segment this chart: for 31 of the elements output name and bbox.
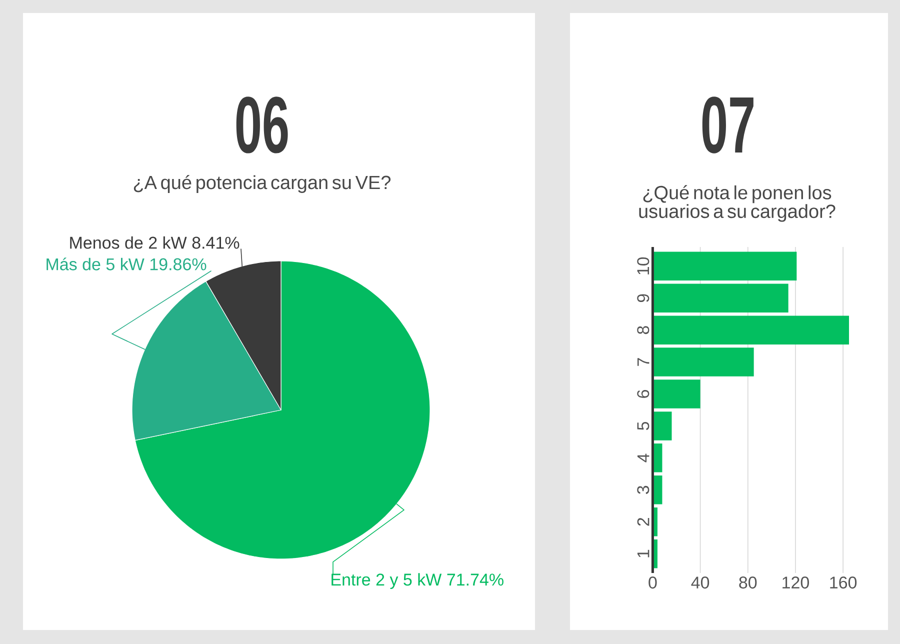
- y-tick-label: 2: [637, 518, 650, 526]
- bar: [652, 412, 672, 440]
- slice-label: Más de 5 kW: [46, 258, 144, 270]
- data-label: 8.41%: [192, 236, 240, 249]
- x-tick-label: 40: [691, 576, 710, 589]
- x-tick-label: 120: [782, 576, 809, 589]
- data-label: 19.86%: [150, 258, 206, 270]
- bar: [652, 284, 788, 313]
- data-label: 71.74%: [447, 574, 504, 586]
- y-tick-label: 9: [637, 294, 650, 302]
- y-tick-label: 10: [637, 257, 650, 274]
- bar: [652, 380, 700, 408]
- bar: [652, 348, 754, 376]
- y-tick-label: 5: [637, 422, 650, 430]
- chart-subtitle: ¿Qué nota le ponen los usuarios a su cargador?: [639, 185, 836, 222]
- y-tick-label: 8: [637, 326, 650, 334]
- chart-subtitle: ¿A qué potencia cargan su VE?: [134, 175, 391, 193]
- x-tick-label: 160: [830, 576, 857, 589]
- x-tick-label: 0: [648, 576, 657, 589]
- bar: [652, 252, 797, 281]
- y-tick-label: 7: [637, 358, 650, 366]
- chart-title: 07: [702, 96, 754, 154]
- x-tick-label: 80: [739, 576, 757, 589]
- y-tick-label: 6: [637, 390, 650, 398]
- bar: [652, 316, 850, 344]
- y-tick-label: 3: [637, 486, 650, 494]
- y-tick-label: 4: [637, 454, 650, 462]
- y-tick-label: 1: [637, 550, 650, 558]
- chart-title: 06: [236, 96, 288, 154]
- slice-label: Menos de 2 kW: [70, 236, 187, 249]
- slice-label: Entre 2 y 5 kW: [332, 573, 442, 590]
